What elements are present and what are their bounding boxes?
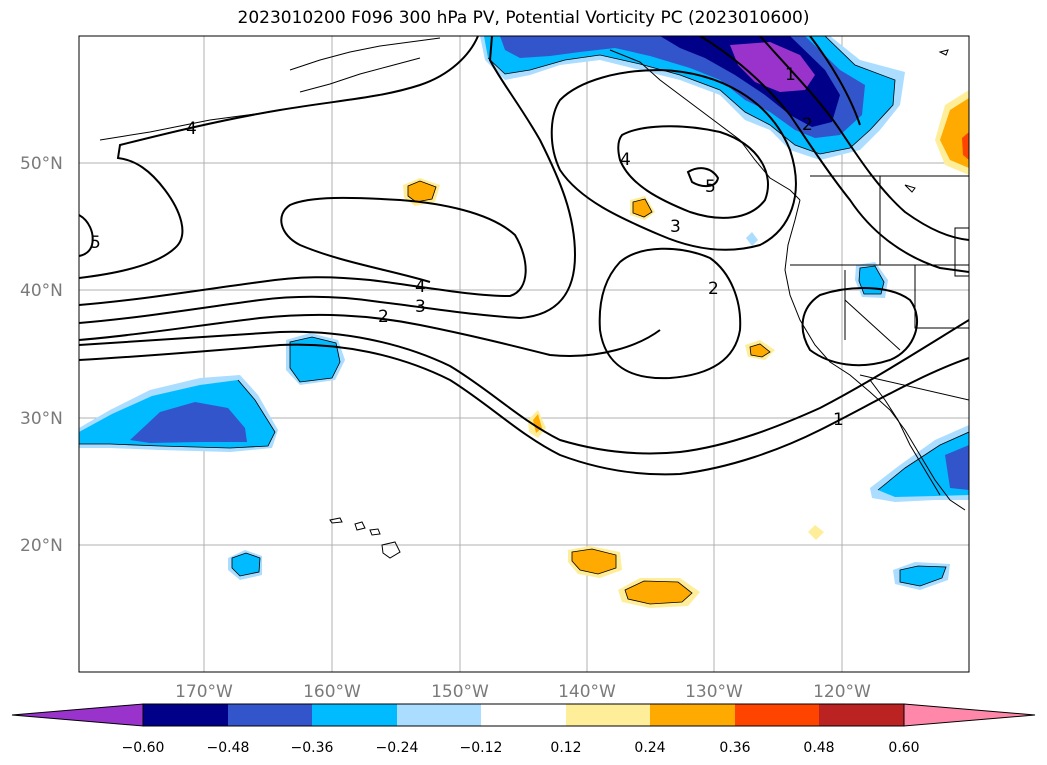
colorbar: −0.60 −0.48 −0.36 −0.24 −0.12 0.12 0.24 … xyxy=(11,703,1036,756)
colorbar-tick: 0.36 xyxy=(719,740,750,756)
colorbar-segment xyxy=(819,704,904,726)
pv-contours xyxy=(79,36,969,476)
lat-label: 30°N xyxy=(20,409,63,429)
colorbar-tick: 0.12 xyxy=(550,740,581,756)
contour-label: 4 xyxy=(415,277,426,297)
colorbar-tick: 0.60 xyxy=(888,740,919,756)
contour-label: 3 xyxy=(415,297,426,317)
pv-anomaly-fills xyxy=(79,36,969,608)
colorbar-tick: −0.48 xyxy=(207,740,250,756)
lon-label: 140°W xyxy=(558,682,616,702)
longitude-labels: 170°W 160°W 150°W 140°W 130°W 120°W xyxy=(175,682,871,702)
colorbar-segment xyxy=(566,704,650,726)
map-title: 2023010200 F096 300 hPa PV, Potential Vo… xyxy=(237,8,810,28)
colorbar-segment xyxy=(481,704,566,726)
colorbar-tick: −0.12 xyxy=(460,740,503,756)
contour-label: 2 xyxy=(378,307,389,327)
colorbar-extend-right xyxy=(903,703,1036,727)
map-frame xyxy=(78,35,970,673)
colorbar-segment xyxy=(397,704,481,726)
contour-label: 1 xyxy=(833,410,844,430)
contour-label: 3 xyxy=(670,217,681,237)
latitude-labels: 50°N 40°N 30°N 20°N xyxy=(20,154,63,556)
colorbar-extend-left xyxy=(11,703,144,727)
lon-label: 160°W xyxy=(303,682,361,702)
colorbar-segment xyxy=(312,704,397,726)
contour-label: 2 xyxy=(802,115,813,135)
contour-label: 5 xyxy=(705,177,716,197)
lon-label: 170°W xyxy=(175,682,233,702)
coastlines xyxy=(99,37,969,559)
colorbar-segment xyxy=(735,704,819,726)
lon-label: 150°W xyxy=(431,682,489,702)
colorbar-tick: 0.24 xyxy=(634,740,665,756)
colorbar-tick: −0.60 xyxy=(122,740,165,756)
colorbar-tick: −0.24 xyxy=(376,740,419,756)
lat-label: 40°N xyxy=(20,281,63,301)
lat-label: 50°N xyxy=(20,154,63,174)
contour-label: 4 xyxy=(620,150,631,170)
contour-label: 1 xyxy=(785,65,796,85)
colorbar-segment xyxy=(228,704,312,726)
colorbar-tick: 0.48 xyxy=(803,740,834,756)
lon-label: 130°W xyxy=(685,682,743,702)
contour-label: 2 xyxy=(708,279,719,299)
contour-label: 4 xyxy=(186,119,197,139)
anomaly-outlines xyxy=(79,36,969,605)
lat-label: 20°N xyxy=(20,536,63,556)
colorbar-tick: −0.36 xyxy=(291,740,334,756)
colorbar-segment xyxy=(143,704,228,726)
colorbar-segment xyxy=(650,704,735,726)
contour-label: 5 xyxy=(90,233,101,253)
lon-label: 120°W xyxy=(813,682,871,702)
contour-label-group: 4 5 4 5 3 4 3 2 2 1 1 2 xyxy=(90,65,844,430)
